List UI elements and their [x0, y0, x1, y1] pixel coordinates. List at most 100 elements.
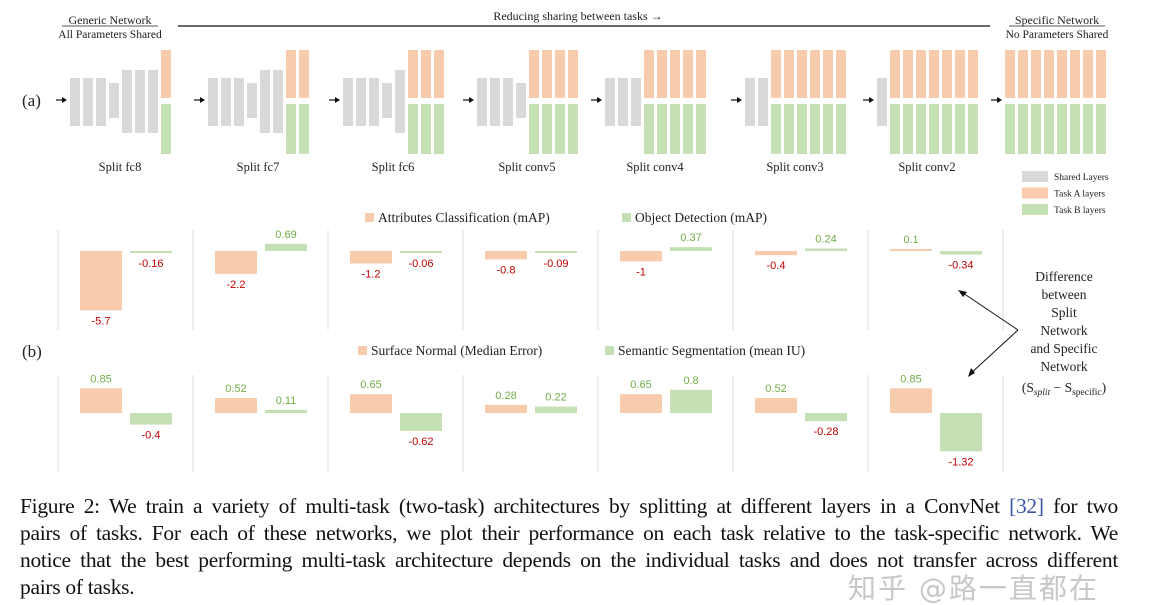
- arrowhead-icon: [958, 290, 967, 297]
- bar-task-b: [265, 409, 307, 413]
- task-b-layer: [555, 104, 565, 154]
- task-a-layer: [299, 50, 309, 98]
- data-label: -0.34: [948, 260, 973, 272]
- data-label: -0.09: [543, 258, 568, 270]
- task-a-layer: [1005, 50, 1015, 98]
- bar-task-b: [670, 389, 712, 413]
- shared-layer: [70, 78, 80, 126]
- task-b-layer: [771, 104, 781, 154]
- arrowhead-icon: [335, 97, 340, 103]
- task-a-layer: [529, 50, 539, 98]
- bar-task-b: [940, 251, 982, 255]
- network-3: Split fc6: [329, 50, 444, 174]
- data-label: 0.37: [680, 232, 701, 244]
- caption-line: pairs of tasks.: [20, 574, 1118, 601]
- bar-task-b: [400, 251, 442, 253]
- bar-task-a: [485, 404, 527, 413]
- network-label: Split fc8: [99, 160, 142, 174]
- task-a-layer: [1044, 50, 1054, 98]
- task-b-layer: [942, 104, 952, 154]
- task-a-layer: [1031, 50, 1041, 98]
- task-a-layer: [1083, 50, 1093, 98]
- legend-swatch: [1022, 171, 1048, 182]
- network-8: [991, 50, 1106, 154]
- task-b-layer: [1031, 104, 1041, 154]
- task-b-layer: [784, 104, 794, 154]
- network-label: Split fc7: [237, 160, 280, 174]
- data-label: -1: [636, 266, 646, 278]
- annotation-line: Network: [1040, 359, 1087, 374]
- caption-text: Figure 2: We train a variety of multi-ta…: [20, 494, 1010, 518]
- shared-layer: [273, 70, 283, 133]
- task-a-layer: [903, 50, 913, 98]
- task-a-layer: [890, 50, 900, 98]
- shared-layer: [234, 78, 244, 126]
- legend-label: Object Detection (mAP): [635, 210, 767, 225]
- difference-annotation: Difference between Split Network and Specifi…: [1030, 269, 1097, 374]
- shared-layer: [631, 78, 641, 126]
- bar-task-a: [350, 251, 392, 264]
- task-a-layer: [955, 50, 965, 98]
- shared-layer: [247, 83, 257, 118]
- shared-layer: [516, 83, 526, 118]
- data-label: 0.11: [276, 395, 297, 407]
- data-label: -1.2: [362, 268, 381, 280]
- data-label: -0.4: [767, 260, 786, 272]
- network-5: Split conv4: [591, 50, 706, 174]
- data-label: 0.65: [360, 379, 381, 391]
- task-a-layer: [161, 50, 171, 98]
- task-a-layer: [670, 50, 680, 98]
- panel-b-label: (b): [22, 342, 42, 361]
- shared-layer: [96, 78, 106, 126]
- shared-layer: [877, 78, 887, 126]
- network-2: Split fc7: [194, 50, 309, 174]
- generic-network-title: Generic Network: [69, 13, 152, 27]
- task-a-layer: [823, 50, 833, 98]
- task-a-layer: [434, 50, 444, 98]
- shared-layer: [343, 78, 353, 126]
- task-b-layer: [797, 104, 807, 154]
- task-a-layer: [916, 50, 926, 98]
- data-label: -0.62: [408, 436, 433, 448]
- shared-layer: [109, 83, 119, 118]
- shared-layer: [260, 70, 270, 133]
- legend-label: Attributes Classification (mAP): [378, 210, 550, 225]
- shared-layer: [503, 78, 513, 126]
- annotation-line: Network: [1040, 323, 1087, 338]
- bar-task-b: [130, 413, 172, 425]
- data-label: 0.28: [495, 390, 516, 402]
- bar-task-b: [535, 251, 577, 253]
- data-label: -1.32: [948, 456, 973, 468]
- bar-task-b: [805, 248, 847, 251]
- legend-swatch: [1022, 204, 1048, 215]
- task-b-layer: [286, 104, 296, 154]
- arrowhead-icon: [469, 97, 474, 103]
- citation-link[interactable]: [32]: [1009, 494, 1044, 518]
- caption-text: pairs of tasks.: [20, 575, 135, 599]
- caption-text: notice that the best performing multi-ta…: [20, 548, 1118, 572]
- bar-task-a: [350, 394, 392, 413]
- task-a-layer: [968, 50, 978, 98]
- bar-task-b: [940, 413, 982, 452]
- caption-line: notice that the best performing multi-ta…: [20, 547, 1118, 574]
- specific-network-title: Specific Network: [1015, 13, 1099, 27]
- task-b-layer: [955, 104, 965, 154]
- task-a-layer: [696, 50, 706, 98]
- task-b-layer: [670, 104, 680, 154]
- task-b-layer: [657, 104, 667, 154]
- bar-task-a: [755, 397, 797, 413]
- data-label: -0.28: [813, 426, 838, 438]
- task-b-layer: [529, 104, 539, 154]
- network-label: Split fc6: [372, 160, 415, 174]
- task-a-layer: [644, 50, 654, 98]
- task-b-layer: [1044, 104, 1054, 154]
- task-b-layer: [810, 104, 820, 154]
- task-a-layer: [797, 50, 807, 98]
- network-diagrams: Split fc8 Split fc7 Split fc6 Split conv5 Sp…: [56, 50, 1106, 174]
- shared-layer: [356, 78, 366, 126]
- data-label: 0.1: [903, 234, 918, 246]
- task-a-layer: [286, 50, 296, 98]
- task-a-layer: [1096, 50, 1106, 98]
- panel-a-label: (a): [22, 91, 41, 110]
- annotation-line: between: [1042, 287, 1087, 302]
